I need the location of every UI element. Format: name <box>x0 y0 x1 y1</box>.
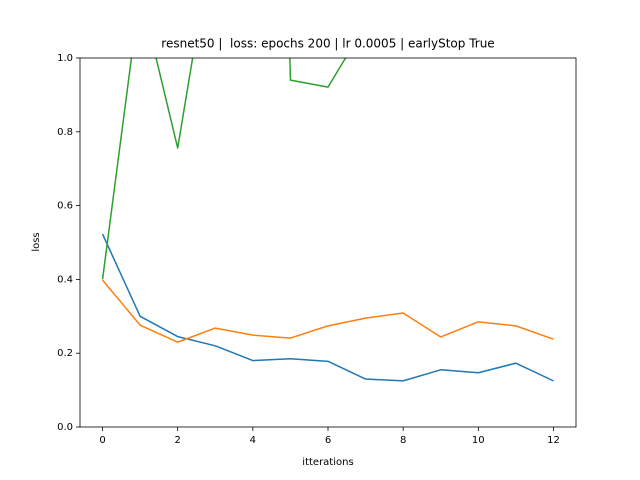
y-tick-label: 1.0 <box>57 53 73 64</box>
y-tick-label: 0.0 <box>57 422 73 433</box>
series-line <box>101 279 554 343</box>
y-tick-label: 0.6 <box>57 201 73 212</box>
y-axis-label: loss <box>31 232 42 251</box>
x-tick-label: 4 <box>250 435 256 446</box>
series-line <box>101 58 347 280</box>
y-tick-label: 0.4 <box>57 274 73 285</box>
plot-area <box>101 58 554 382</box>
y-tick-label: 0.8 <box>57 127 73 138</box>
x-tick-label: 8 <box>400 435 406 446</box>
x-tick-label: 0 <box>99 435 105 446</box>
axes-frame <box>79 57 577 428</box>
x-axis-label: itterations <box>302 457 353 468</box>
y-tick-label: 0.2 <box>57 348 73 359</box>
series-line <box>101 233 554 382</box>
x-tick-label: 2 <box>175 435 181 446</box>
x-tick-label: 12 <box>547 435 560 446</box>
x-tick-label: 10 <box>472 435 485 446</box>
chart-title: resnet50 | loss: epochs 200 | lr 0.0005 … <box>161 37 494 51</box>
x-tick-label: 6 <box>325 435 331 446</box>
